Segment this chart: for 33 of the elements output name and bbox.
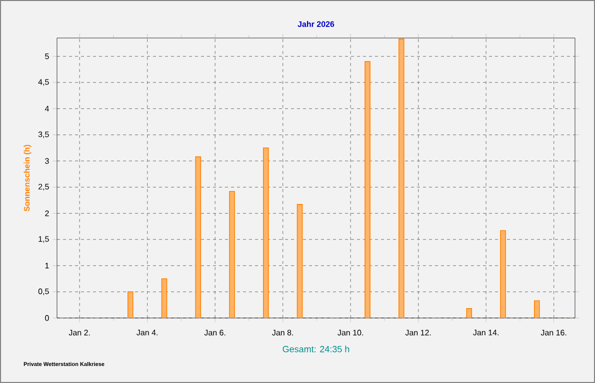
y-tick-label: 0 [45,315,49,321]
text: Gesamt: 24:35 h [282,346,350,352]
bar [466,308,472,318]
bar [229,190,235,318]
x-tick-label: Jan 6. [204,330,226,336]
bar [296,204,303,318]
y-tick-label: 0,5 [38,288,49,296]
bar [128,291,134,318]
bar [263,148,269,318]
bar [500,230,506,318]
x-tick-label: Jan 12. [405,330,431,336]
y-axis-title: Sonnenschein (h) [24,144,32,212]
y-tick-label: 1 [45,262,49,268]
y-tick-label: 2 [45,210,49,216]
x-tick-label: Jan 16. [540,330,566,336]
y-tick-label: 2,5 [38,184,49,190]
chart-title: Jahr 2026 [298,21,334,27]
bar [161,278,168,318]
y-tick-label: 3,5 [38,132,49,138]
y-tick-label: 4 [44,106,49,112]
y-tick-label: 5 [45,54,49,60]
bar [364,61,370,318]
x-tick-label: Jan 8. [272,330,293,336]
y-tick-label: 3 [45,158,49,164]
x-tick-label: Jan 10. [338,330,363,336]
y-tick-label: 1,5 [38,236,49,243]
bar [195,156,202,318]
y-tick-label: 4,5 [38,79,49,86]
bar [398,38,404,318]
bar [534,300,540,318]
x-tick-label: Jan 14. [473,330,498,336]
x-tick-label: Jan 2. [68,330,90,336]
x-tick-label: Jan 4. [136,330,158,336]
